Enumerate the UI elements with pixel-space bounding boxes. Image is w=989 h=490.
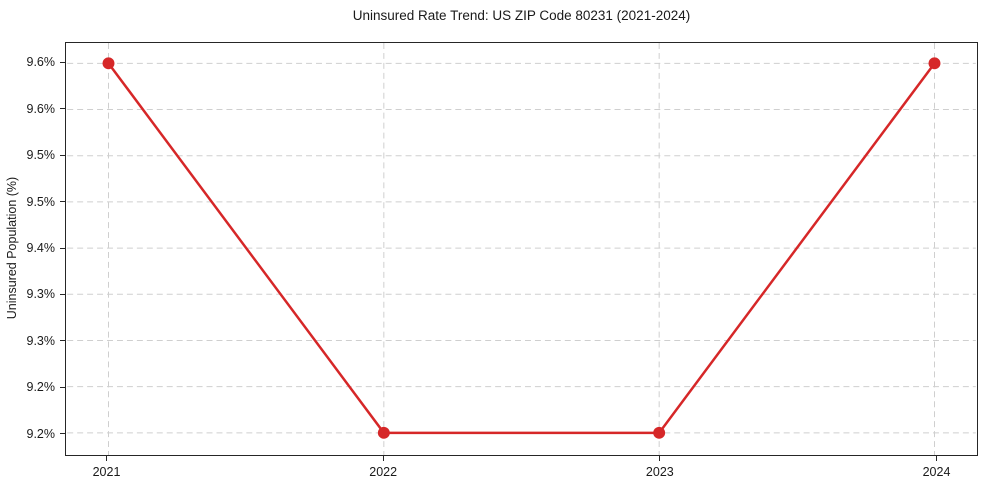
y-tick-label: 9.3%	[26, 333, 56, 348]
data-point-marker	[928, 57, 941, 70]
data-point-marker	[377, 426, 390, 439]
y-tick-label: 9.3%	[26, 287, 56, 302]
y-tick-label: 9.2%	[26, 426, 56, 441]
data-point-marker	[653, 426, 666, 439]
y-tick-mark	[60, 340, 65, 342]
x-tick-label: 2024	[922, 465, 951, 479]
y-tick-label: 9.2%	[26, 380, 56, 395]
y-tick-mark	[60, 201, 65, 203]
x-tick-mark	[936, 456, 937, 461]
y-tick-mark	[60, 108, 65, 110]
y-tick-mark	[60, 247, 65, 249]
y-tick-label: 9.5%	[26, 194, 56, 209]
x-tick-mark	[106, 456, 107, 461]
x-tick-mark	[659, 456, 661, 461]
y-tick-mark	[60, 386, 65, 388]
x-tick-mark	[382, 456, 384, 461]
trend-line	[107, 62, 936, 435]
x-tick-label: 2022	[369, 465, 398, 479]
x-tick-label: 2023	[645, 465, 674, 479]
y-tick-label: 9.6%	[26, 101, 56, 116]
data-point-marker	[102, 57, 115, 70]
y-tick-mark	[60, 154, 65, 156]
chart-title: Uninsured Rate Trend: US ZIP Code 80231 …	[352, 8, 691, 23]
y-tick-mark	[60, 293, 65, 295]
y-tick-label: 9.4%	[26, 241, 56, 256]
x-tick-label: 2021	[92, 465, 121, 479]
plot-canvas	[67, 43, 976, 455]
plot-area	[65, 42, 978, 456]
y-tick-mark	[60, 61, 65, 63]
y-tick-label: 9.6%	[26, 55, 56, 70]
y-tick-mark	[60, 433, 65, 435]
y-tick-label: 9.5%	[26, 148, 56, 163]
